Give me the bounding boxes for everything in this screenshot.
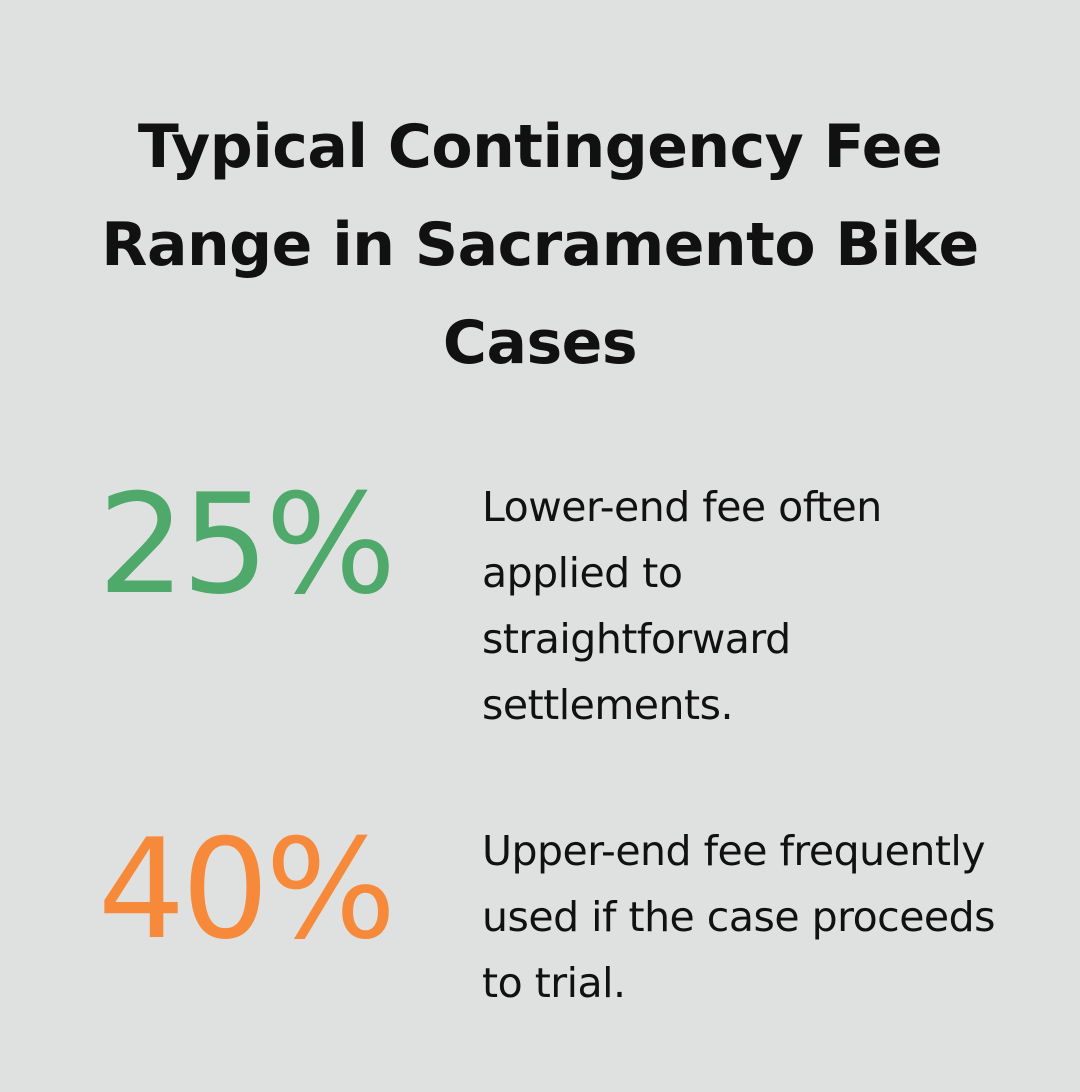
stat-value-upper: 40% xyxy=(97,809,397,970)
stat-description-upper: Upper-end fee frequently used if the cas… xyxy=(482,827,996,1007)
stat-description-lower: Lower-end fee often applied to straightf… xyxy=(482,483,882,729)
stat-value-lower: 25% xyxy=(97,464,397,625)
infographic-title: Typical Contingency Fee Range in Sacrame… xyxy=(101,112,979,378)
